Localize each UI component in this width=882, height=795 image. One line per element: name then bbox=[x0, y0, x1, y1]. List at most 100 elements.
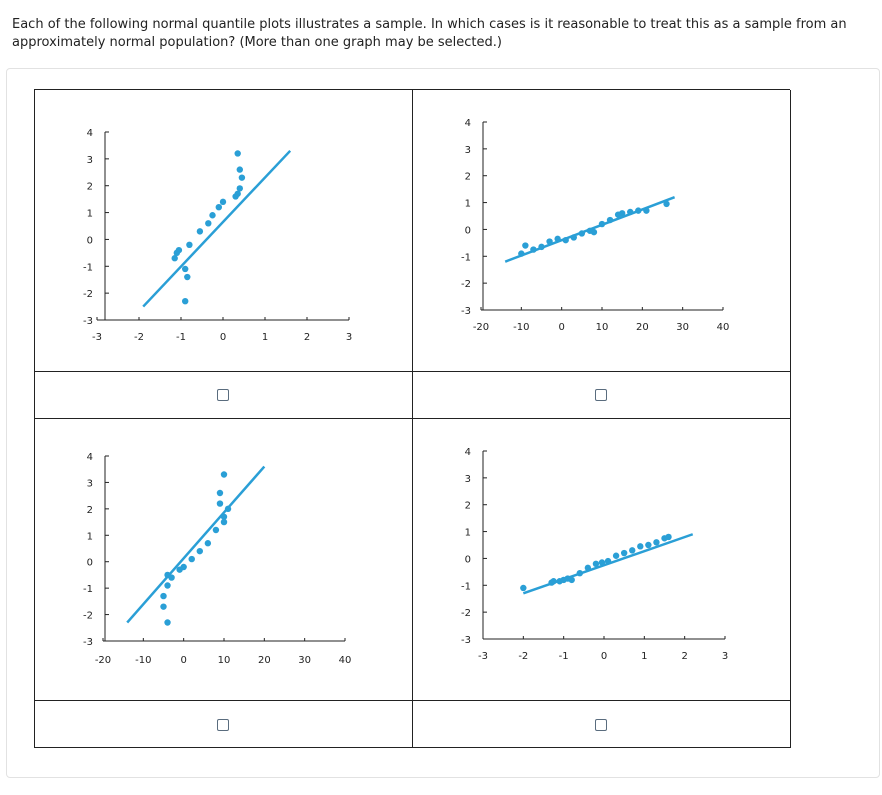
y-tick-label: -3 bbox=[83, 637, 93, 648]
y-tick-label: -2 bbox=[461, 608, 471, 619]
reference-line bbox=[126, 465, 266, 624]
y-tick-label: 1 bbox=[465, 199, 471, 210]
data-point bbox=[590, 228, 598, 236]
y-tick-label: 0 bbox=[465, 554, 471, 565]
x-tick-label: -10 bbox=[135, 655, 151, 666]
y-tick-label: 3 bbox=[87, 155, 93, 166]
x-tick-label: 1 bbox=[641, 651, 647, 662]
data-point bbox=[180, 563, 187, 571]
plot-grid: -3 -2 -1 0 1 2 3 4 -3 -2 -1 0 1 2 3 -3 -2 -1 0 1 2 3 4 -20 -10 0… bbox=[34, 89, 791, 748]
x-tick-label: 3 bbox=[346, 332, 352, 343]
data-point bbox=[175, 246, 183, 254]
checkbox-cell-3 bbox=[35, 701, 413, 748]
checkbox-plot-3[interactable] bbox=[217, 719, 229, 731]
x-tick-label: -3 bbox=[478, 651, 488, 662]
data-point bbox=[550, 578, 557, 585]
data-point bbox=[196, 228, 204, 235]
data-point bbox=[620, 549, 628, 557]
data-point bbox=[578, 230, 586, 237]
x-tick-label: -2 bbox=[518, 651, 528, 662]
data-point bbox=[518, 250, 525, 257]
y-tick-label: 3 bbox=[465, 474, 471, 485]
checkbox-plot-2[interactable] bbox=[595, 389, 607, 401]
data-point bbox=[234, 150, 241, 157]
y-tick-label: 4 bbox=[465, 447, 471, 458]
quantile-plot-1: -3 -2 -1 0 1 2 3 4 -3 -2 -1 0 1 2 3 bbox=[83, 128, 352, 343]
data-point bbox=[184, 273, 191, 281]
data-point bbox=[612, 552, 620, 559]
data-point bbox=[186, 241, 193, 248]
data-point bbox=[188, 555, 195, 563]
plot-cell-4: -3 -2 -1 0 1 2 3 4 -3 -2 -1 0 1 2 3 bbox=[413, 419, 791, 701]
checkbox-plot-4[interactable] bbox=[595, 719, 607, 731]
data-point bbox=[604, 557, 612, 565]
data-point bbox=[234, 190, 241, 197]
data-point bbox=[164, 619, 171, 626]
y-tick-label: 2 bbox=[465, 172, 471, 183]
y-tick-label: 0 bbox=[87, 558, 93, 569]
data-point bbox=[653, 539, 660, 546]
y-tick-label: -2 bbox=[461, 279, 471, 290]
y-tick-label: -3 bbox=[461, 306, 471, 317]
y-tick-label: -2 bbox=[83, 611, 93, 622]
data-point bbox=[219, 198, 227, 206]
y-tick-label: 1 bbox=[87, 209, 93, 220]
checkbox-cell-2 bbox=[413, 372, 791, 419]
y-tick-label: 4 bbox=[87, 128, 93, 139]
data-point bbox=[236, 185, 243, 192]
y-tick-label: -1 bbox=[461, 252, 471, 263]
data-point bbox=[584, 564, 592, 572]
data-point bbox=[182, 298, 189, 305]
x-tick-label: -10 bbox=[513, 322, 529, 333]
x-tick-label: 0 bbox=[558, 322, 564, 333]
data-point bbox=[606, 216, 614, 224]
y-tick-label: 4 bbox=[87, 452, 93, 463]
data-point bbox=[637, 543, 644, 550]
data-point bbox=[520, 584, 527, 592]
data-point bbox=[216, 500, 224, 507]
x-tick-label: -1 bbox=[559, 651, 569, 662]
x-tick-label: -20 bbox=[95, 655, 111, 666]
data-point bbox=[224, 505, 232, 513]
data-point bbox=[216, 489, 224, 497]
x-tick-label: 40 bbox=[339, 655, 352, 666]
data-point bbox=[182, 265, 189, 273]
plot-cell-3: -3 -2 -1 0 1 2 3 4 -20 -10 0 10 20 30 40 bbox=[35, 419, 413, 701]
y-tick-label: -3 bbox=[461, 635, 471, 646]
data-point bbox=[627, 208, 634, 216]
data-point bbox=[160, 603, 167, 610]
plot-cell-2: -3 -2 -1 0 1 2 3 4 -20 -10 0 10 20 30 40 bbox=[413, 90, 791, 372]
y-tick-label: -1 bbox=[83, 262, 93, 273]
data-point bbox=[522, 242, 529, 249]
data-point bbox=[592, 560, 600, 567]
x-tick-label: -20 bbox=[473, 322, 489, 333]
data-point bbox=[238, 174, 246, 181]
data-point bbox=[645, 541, 652, 549]
data-point bbox=[196, 547, 203, 555]
data-point bbox=[598, 220, 606, 228]
data-point bbox=[665, 533, 672, 541]
x-tick-label: 1 bbox=[262, 332, 268, 343]
y-tick-label: 3 bbox=[465, 145, 471, 156]
data-point bbox=[618, 210, 626, 217]
reference-line bbox=[142, 149, 292, 308]
data-point bbox=[598, 559, 606, 566]
question-text: Each of the following normal quantile pl… bbox=[12, 17, 847, 50]
data-point bbox=[209, 212, 216, 219]
data-point bbox=[220, 518, 228, 526]
y-tick-label: 0 bbox=[465, 225, 471, 236]
checkbox-cell-1 bbox=[35, 372, 413, 419]
data-point bbox=[530, 246, 537, 253]
x-tick-label: 40 bbox=[717, 322, 730, 333]
x-tick-label: 10 bbox=[218, 655, 231, 666]
data-point bbox=[546, 238, 553, 245]
data-point bbox=[643, 207, 650, 214]
checkbox-plot-1[interactable] bbox=[217, 389, 229, 401]
data-point bbox=[205, 220, 212, 227]
x-tick-label: 2 bbox=[681, 651, 687, 662]
y-tick-label: -2 bbox=[83, 289, 93, 300]
x-tick-label: 20 bbox=[636, 322, 649, 333]
x-tick-label: -2 bbox=[134, 332, 144, 343]
y-tick-label: 1 bbox=[87, 531, 93, 542]
